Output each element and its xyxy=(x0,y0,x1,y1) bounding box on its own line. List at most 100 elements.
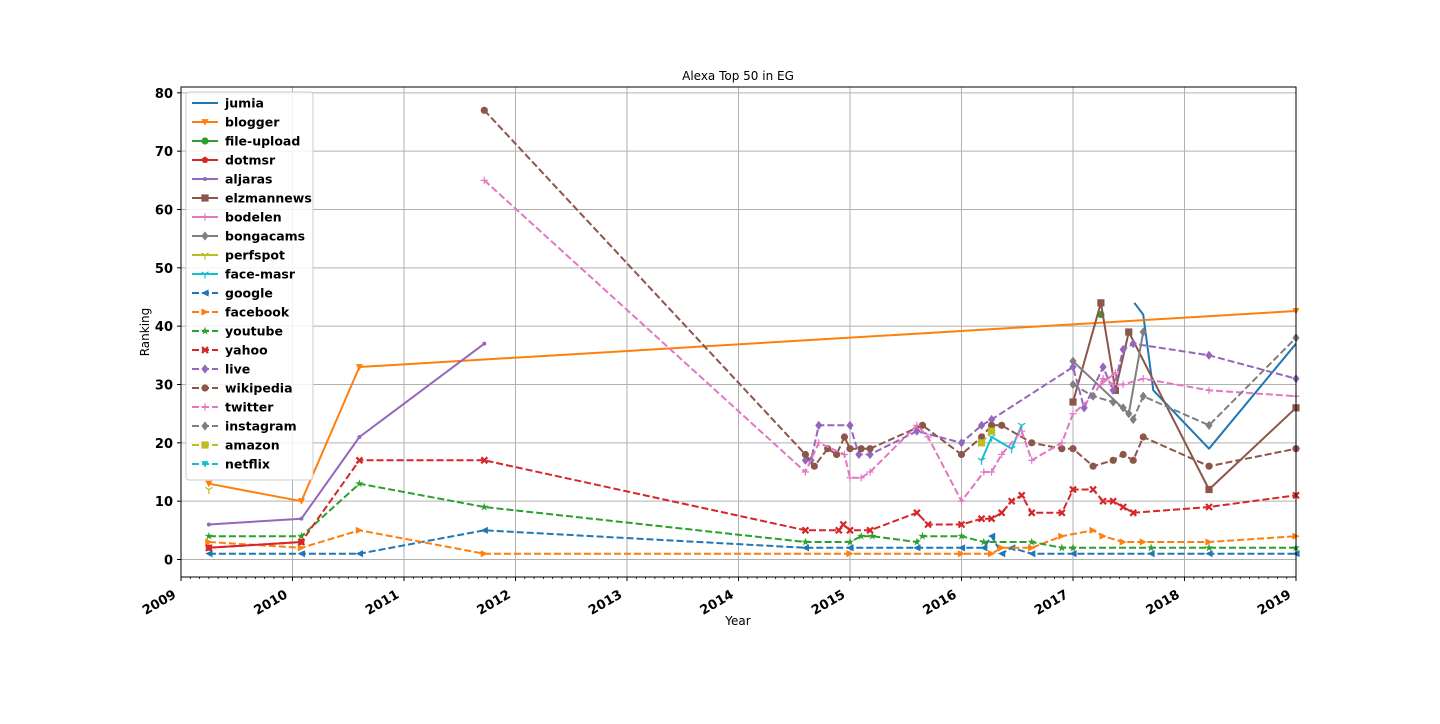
data-point xyxy=(857,445,865,453)
data-point xyxy=(206,522,211,527)
y-tick-label: 0 xyxy=(164,554,173,569)
legend-item: youtube xyxy=(192,324,283,339)
data-point xyxy=(1129,509,1137,517)
data-point xyxy=(1205,350,1213,360)
legend-item: perfspot xyxy=(192,248,285,263)
data-point-stroke xyxy=(201,346,209,354)
data-point xyxy=(201,289,209,297)
data-point-stroke xyxy=(866,526,874,535)
data-point-shape xyxy=(205,480,213,488)
data-point xyxy=(205,538,213,546)
series-live xyxy=(801,339,1300,465)
data-point xyxy=(801,468,809,476)
data-point xyxy=(977,433,986,441)
data-point xyxy=(1205,503,1213,511)
data-point xyxy=(988,414,996,425)
data-point xyxy=(868,531,877,540)
data-point xyxy=(1129,456,1137,464)
data-point xyxy=(1109,397,1117,407)
data-point xyxy=(1205,485,1213,494)
data-point xyxy=(480,526,488,534)
legend-item: amazon xyxy=(192,438,280,453)
data-point xyxy=(815,439,823,447)
data-point xyxy=(988,468,996,476)
data-point xyxy=(1119,403,1127,413)
data-point xyxy=(913,421,921,429)
data-point-stroke xyxy=(1017,491,1026,500)
data-point xyxy=(988,421,996,429)
y-tick-label: 20 xyxy=(155,437,173,452)
legend-item: netflix xyxy=(192,457,270,472)
data-point xyxy=(857,531,866,540)
data-point xyxy=(957,544,966,552)
data-point xyxy=(1069,379,1077,390)
legend-label: google xyxy=(225,286,273,301)
data-point xyxy=(998,450,1006,459)
data-point xyxy=(957,497,966,505)
chart-title: Alexa Top 50 in EG xyxy=(682,69,794,83)
data-point xyxy=(201,119,209,126)
data-point xyxy=(924,433,932,441)
y-tick-label: 30 xyxy=(155,379,173,394)
data-point xyxy=(997,509,1006,517)
data-point xyxy=(918,421,927,429)
data-point xyxy=(913,509,921,517)
y-tick-label: 60 xyxy=(155,204,173,219)
data-point xyxy=(1139,433,1147,441)
data-point xyxy=(482,341,487,346)
data-point-stroke xyxy=(1109,497,1117,505)
data-point xyxy=(980,468,988,476)
data-point-stroke xyxy=(987,514,996,523)
data-point xyxy=(846,420,854,430)
data-point xyxy=(1099,497,1107,505)
data-point-stroke xyxy=(201,271,206,275)
legend-item: file-upload xyxy=(192,134,300,149)
legend-label: netflix xyxy=(225,457,270,472)
data-point xyxy=(357,435,362,439)
series-facebook xyxy=(205,526,1300,558)
data-point xyxy=(201,156,209,163)
data-point xyxy=(1147,550,1155,558)
data-point xyxy=(204,531,214,540)
data-point xyxy=(1119,450,1127,459)
data-point xyxy=(201,231,209,241)
data-point-shape xyxy=(201,461,209,468)
data-point-stroke xyxy=(1129,509,1137,517)
legend-item: blogger xyxy=(192,115,280,130)
series-google xyxy=(205,526,1300,558)
data-point-stroke xyxy=(355,456,364,465)
data-point xyxy=(1058,509,1066,517)
series-line xyxy=(208,482,1296,549)
data-point-stroke xyxy=(205,544,213,552)
data-point xyxy=(355,526,363,534)
data-point-shape xyxy=(297,498,306,505)
data-point-shape xyxy=(355,364,363,371)
data-point xyxy=(1125,328,1133,336)
data-point xyxy=(1099,375,1107,383)
legend-label: bongacams xyxy=(225,229,305,244)
data-point xyxy=(1089,485,1097,494)
data-point-shape xyxy=(201,119,209,126)
data-point xyxy=(912,537,922,546)
data-point xyxy=(866,468,874,476)
series-line xyxy=(1072,337,1297,427)
data-point xyxy=(205,544,213,552)
y-tick-label: 50 xyxy=(155,262,173,277)
data-point xyxy=(201,384,209,392)
legend-label: elzmannews xyxy=(225,191,312,206)
data-point xyxy=(801,526,810,535)
data-point xyxy=(815,420,823,430)
legend-item: facebook xyxy=(192,305,290,320)
legend-label: instagram xyxy=(225,419,297,434)
data-point xyxy=(297,550,306,558)
series-jumia xyxy=(1133,302,1297,450)
data-point xyxy=(857,474,865,482)
data-point xyxy=(977,439,986,447)
data-point xyxy=(297,538,306,546)
data-point xyxy=(924,520,932,529)
data-point xyxy=(201,364,209,374)
data-point xyxy=(355,550,363,558)
data-point-stroke xyxy=(1099,497,1107,505)
data-point xyxy=(204,486,213,495)
data-point xyxy=(201,252,209,260)
